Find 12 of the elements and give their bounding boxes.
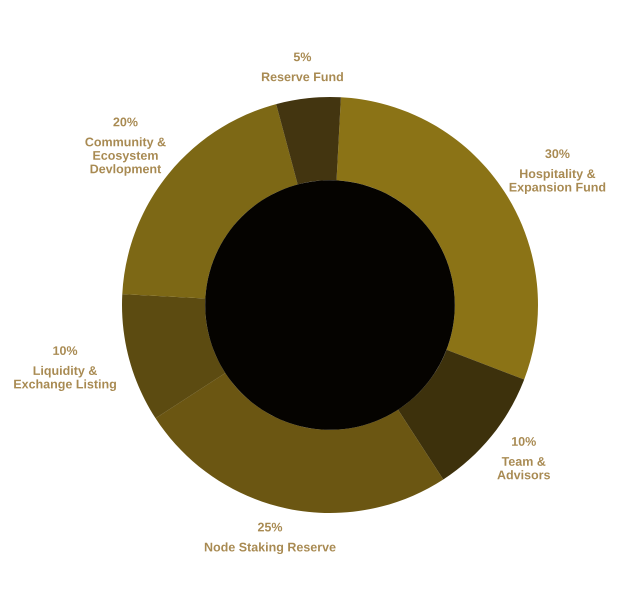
data-label: 5% [294, 52, 312, 62]
data-label: 10% [512, 437, 536, 446]
slice-label: Reserve Fund [262, 72, 343, 82]
data-label: 20% [113, 118, 138, 126]
data-label: 10% [53, 346, 78, 356]
slice-label: Node Staking Reserve [204, 542, 336, 554]
slice-label: Hospitality & Expansion Fund [510, 168, 606, 194]
slice-label: Community & Ecosystem Devlopment [85, 137, 166, 176]
slice-label: Liquidity & Exchange Listing [14, 366, 116, 392]
data-label: 30% [545, 149, 570, 158]
slice-label: Team & Advisors [497, 457, 550, 480]
data-label: 25% [258, 522, 282, 532]
